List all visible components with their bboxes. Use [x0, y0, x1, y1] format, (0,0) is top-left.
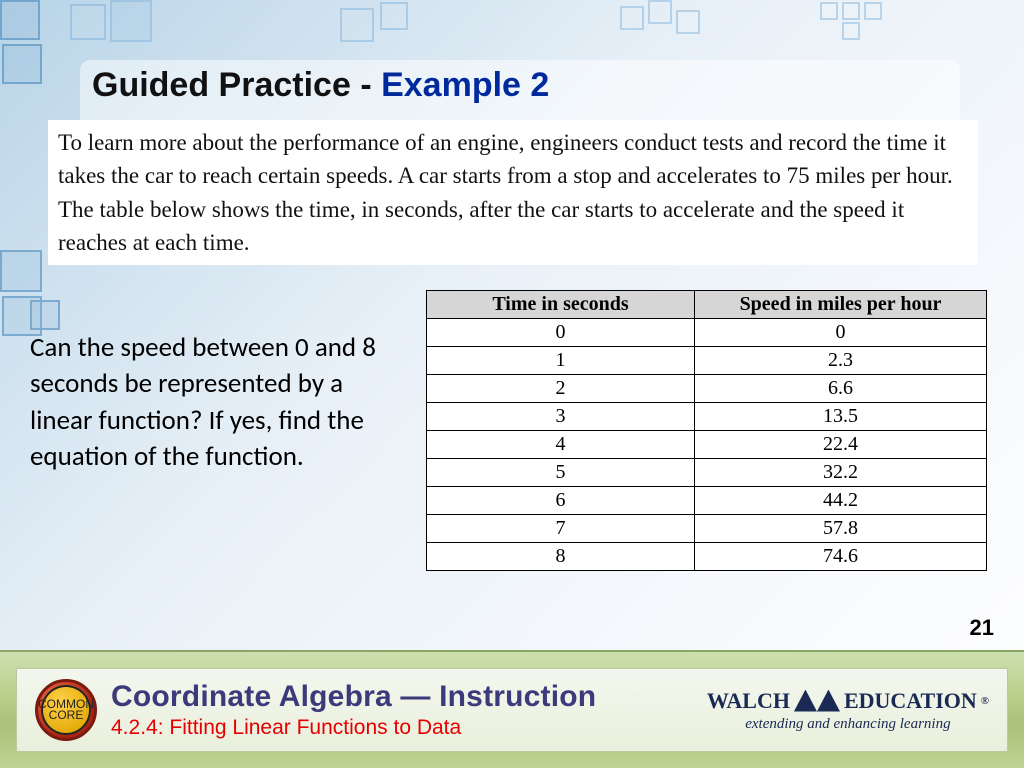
- col-header-time: Time in seconds: [427, 291, 695, 319]
- publisher-logo-icon: [794, 690, 840, 712]
- common-core-badge: COMMON CORE: [35, 679, 97, 741]
- table-row: 26.6: [427, 375, 987, 403]
- publisher-name-left: WALCH: [707, 688, 790, 714]
- badge-text: COMMON CORE: [35, 679, 97, 741]
- col-header-speed: Speed in miles per hour: [695, 291, 987, 319]
- table-header-row: Time in seconds Speed in miles per hour: [427, 291, 987, 319]
- table-row: 00: [427, 319, 987, 347]
- problem-statement: To learn more about the performance of a…: [48, 120, 978, 265]
- table-row: 757.8: [427, 515, 987, 543]
- page-number: 21: [970, 615, 994, 641]
- footer-inner: COMMON CORE Coordinate Algebra — Instruc…: [16, 668, 1008, 752]
- table-cell: 44.2: [695, 487, 987, 515]
- publisher-block: WALCH EDUCATION ® extending and enhancing…: [707, 688, 989, 733]
- section-label: 4.2.4: Fitting Linear Functions to Data: [111, 716, 707, 740]
- table-cell: 0: [695, 319, 987, 347]
- table-cell: 2: [427, 375, 695, 403]
- table-row: 874.6: [427, 543, 987, 571]
- table-cell: 1: [427, 347, 695, 375]
- table-cell: 74.6: [695, 543, 987, 571]
- table-cell: 3: [427, 403, 695, 431]
- publisher-name-right: EDUCATION: [844, 688, 977, 714]
- table-cell: 57.8: [695, 515, 987, 543]
- table-row: 422.4: [427, 431, 987, 459]
- table-cell: 13.5: [695, 403, 987, 431]
- table-cell: 0: [427, 319, 695, 347]
- table-cell: 8: [427, 543, 695, 571]
- title-part-1: Guided Practice -: [92, 66, 381, 104]
- title-part-2: Example 2: [381, 66, 549, 104]
- table-cell: 7: [427, 515, 695, 543]
- table-cell: 2.3: [695, 347, 987, 375]
- question-text: Can the speed between 0 and 8 seconds be…: [30, 330, 410, 476]
- slide: Guided Practice - Example 2 To learn mor…: [0, 0, 1024, 768]
- table-row: 313.5: [427, 403, 987, 431]
- slide-title: Guided Practice - Example 2: [92, 66, 948, 105]
- table-cell: 22.4: [695, 431, 987, 459]
- table-cell: 6.6: [695, 375, 987, 403]
- data-table: Time in seconds Speed in miles per hour …: [426, 290, 987, 571]
- table-row: 12.3: [427, 347, 987, 375]
- table-row: 644.2: [427, 487, 987, 515]
- publisher-logo: WALCH EDUCATION ®: [707, 688, 989, 714]
- footer-bar: COMMON CORE Coordinate Algebra — Instruc…: [0, 650, 1024, 768]
- publisher-tagline: extending and enhancing learning: [707, 716, 989, 733]
- registered-mark: ®: [981, 695, 989, 707]
- table-cell: 4: [427, 431, 695, 459]
- table-cell: 6: [427, 487, 695, 515]
- table-row: 532.2: [427, 459, 987, 487]
- course-block: Coordinate Algebra — Instruction 4.2.4: …: [111, 680, 707, 740]
- course-title: Coordinate Algebra — Instruction: [111, 680, 707, 714]
- table-cell: 32.2: [695, 459, 987, 487]
- table-cell: 5: [427, 459, 695, 487]
